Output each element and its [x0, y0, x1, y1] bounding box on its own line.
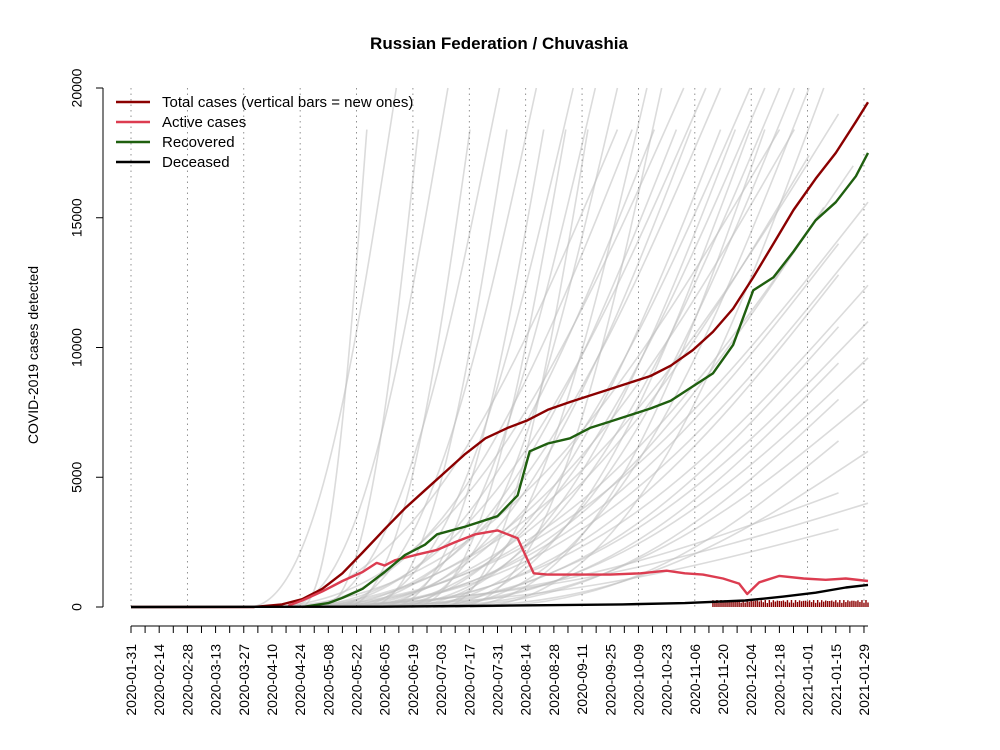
x-tick-label-2021-01-29: 2021-01-29 [856, 644, 872, 716]
legend-label-2: Recovered [162, 134, 235, 151]
y-tick-label-5000: 5000 [69, 461, 85, 492]
x-tick-label-2020-05-08: 2020-05-08 [320, 644, 336, 716]
x-tick-label-2020-07-31: 2020-07-31 [489, 644, 505, 716]
comparison-line-33 [263, 129, 781, 608]
comparison-line-0 [248, 87, 398, 608]
x-tick-label-2020-12-18: 2020-12-18 [771, 644, 787, 716]
x-axis: 2020-01-31 2020-02-14 2020-02-28 2020-03-13… [123, 625, 872, 716]
x-tick-label-2021-01-15: 2021-01-15 [828, 644, 844, 716]
comparison-line-11 [411, 129, 567, 608]
series-line-active [287, 529, 869, 607]
y-tick-label-10000: 10000 [69, 328, 85, 367]
comparison-line-43 [381, 326, 840, 608]
x-tick-label-2020-03-27: 2020-03-27 [236, 644, 252, 716]
comparison-line-54 [285, 201, 869, 608]
comparison-line-18 [263, 87, 685, 608]
comparison-line-44 [366, 320, 869, 608]
comparison-line-28 [381, 87, 781, 608]
series-lines [130, 101, 870, 609]
comparison-line-5 [344, 129, 471, 608]
comparison-line-45 [403, 362, 840, 608]
x-tick-label-2021-01-01: 2021-01-01 [800, 644, 816, 716]
comparison-region-lines [248, 87, 869, 608]
comparison-line-55 [322, 243, 840, 608]
comparison-line-52 [248, 502, 869, 608]
comparison-line-2 [285, 87, 449, 608]
y-tick-label-15000: 15000 [69, 198, 85, 237]
x-tick-label-2020-09-11: 2020-09-11 [574, 644, 590, 715]
comparison-line-35 [293, 129, 795, 608]
y-tick-label-20000: 20000 [69, 68, 85, 107]
comparison-line-36 [278, 113, 840, 608]
comparison-line-4 [307, 87, 501, 608]
comparison-line-3 [322, 129, 420, 608]
comparison-line-13 [440, 129, 589, 608]
comparison-line-40 [322, 232, 869, 608]
x-tick-label-2020-10-23: 2020-10-23 [659, 644, 675, 716]
y-axis: 0 5000 10000 15000 20000 [69, 68, 104, 611]
legend-label-0: Total cases (vertical bars = new ones) [162, 94, 413, 111]
x-tick-label-2020-03-13: 2020-03-13 [208, 644, 224, 716]
x-tick-label-2020-04-10: 2020-04-10 [264, 644, 280, 716]
comparison-line-47 [433, 398, 840, 608]
comparison-line-48 [411, 398, 869, 608]
x-tick-label-2020-06-19: 2020-06-19 [405, 644, 421, 716]
series-line-total [131, 101, 870, 609]
comparison-line-20 [293, 87, 707, 608]
x-tick-label-2020-09-25: 2020-09-25 [602, 644, 618, 716]
x-tick-label-2020-07-03: 2020-07-03 [433, 644, 449, 716]
legend: Total cases (vertical bars = new ones) Ac… [116, 94, 413, 171]
x-tick-label-2020-06-05: 2020-06-05 [377, 644, 393, 716]
x-tick-label-2020-02-28: 2020-02-28 [179, 644, 195, 716]
comparison-line-22 [315, 87, 722, 608]
chart-title: Russian Federation / Chuvashia [370, 34, 628, 53]
comparison-line-9 [388, 129, 545, 608]
x-tick-label-2020-05-22: 2020-05-22 [349, 644, 365, 716]
y-axis-label: COVID-2019 cases detected [25, 266, 41, 444]
x-tick-label-2020-01-31: 2020-01-31 [123, 644, 139, 716]
x-tick-label-2020-08-14: 2020-08-14 [518, 644, 534, 716]
comparison-line-19 [307, 129, 656, 608]
x-tick-label-2020-12-04: 2020-12-04 [743, 644, 759, 716]
comparison-line-8 [352, 87, 574, 608]
comparison-line-53 [300, 528, 839, 608]
y-tick-label-0: 0 [69, 603, 85, 611]
x-tick-label-2020-10-09: 2020-10-09 [630, 644, 646, 716]
series-line-deceased [130, 583, 869, 609]
comparison-line-30 [403, 87, 796, 608]
comparison-line-1 [300, 129, 368, 608]
x-tick-label-2020-08-28: 2020-08-28 [546, 644, 562, 716]
x-tick-label-2020-11-06: 2020-11-06 [687, 644, 703, 715]
x-tick-label-2020-04-24: 2020-04-24 [292, 644, 308, 716]
series-line-recovered [302, 152, 870, 609]
x-tick-label-2020-02-14: 2020-02-14 [151, 644, 167, 716]
comparison-line-50 [440, 450, 869, 608]
legend-label-1: Active cases [162, 114, 246, 131]
date-gridlines [130, 88, 865, 607]
comparison-line-21 [329, 129, 678, 608]
x-tick-label-2020-07-17: 2020-07-17 [461, 644, 477, 716]
legend-label-3: Deceased [162, 154, 230, 171]
x-tick-label-2020-11-20: 2020-11-20 [715, 644, 731, 715]
